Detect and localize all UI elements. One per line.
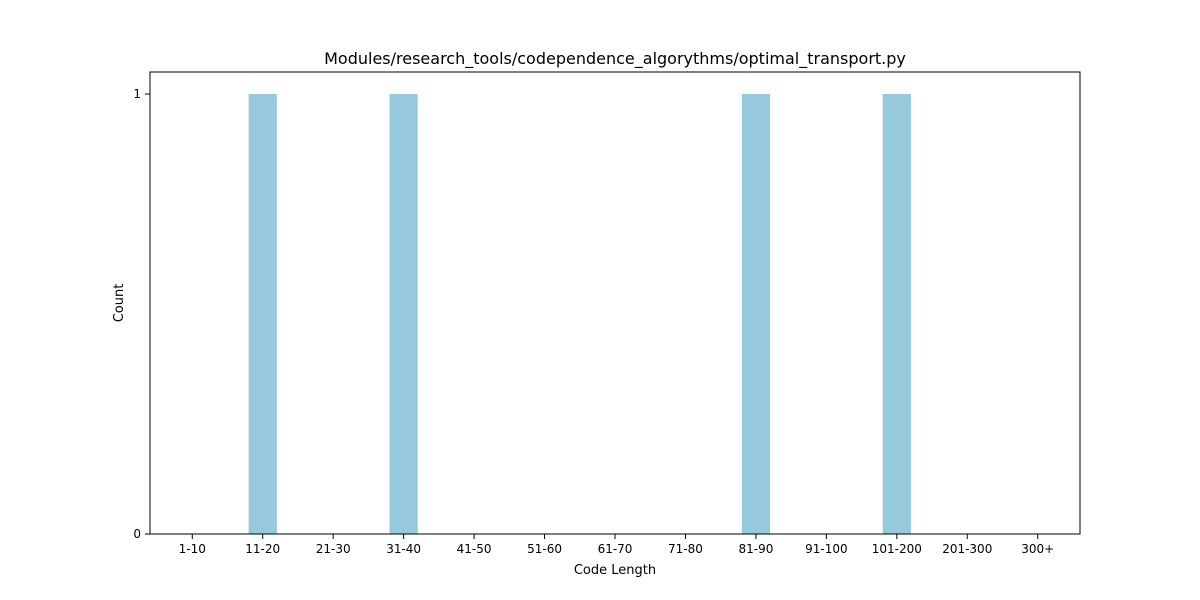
x-tick-label: 101-200 [872, 542, 922, 556]
y-tick-label: 0 [133, 527, 141, 541]
x-tick-label: 91-100 [805, 542, 848, 556]
chart-title: Modules/research_tools/codependence_algo… [324, 49, 906, 69]
bar-31-40 [389, 94, 418, 534]
bar-11-20 [248, 94, 277, 534]
x-tick-label: 81-90 [738, 542, 773, 556]
x-tick-label: 11-20 [245, 542, 280, 556]
x-tick-label: 61-70 [598, 542, 633, 556]
x-tick-label: 201-300 [942, 542, 992, 556]
x-tick-label: 300+ [1021, 542, 1054, 556]
x-tick-label: 71-80 [668, 542, 703, 556]
x-tick-label: 1-10 [179, 542, 206, 556]
y-axis-label: Count [112, 284, 127, 323]
x-axis-label: Code Length [574, 563, 656, 578]
x-tick-label: 31-40 [386, 542, 421, 556]
x-tick-label: 41-50 [457, 542, 492, 556]
bars-layer [248, 94, 911, 534]
x-tick-label: 51-60 [527, 542, 562, 556]
plot-frame [149, 71, 1081, 535]
x-tick-label: 21-30 [316, 542, 351, 556]
y-tick-label: 1 [133, 87, 141, 101]
ticks-layer: 1-10 11-20 21-30 31-40 41-50 51-60 61-70 71-80 8… [133, 87, 1054, 556]
bar-81-90 [741, 94, 770, 534]
bar-101-200 [882, 94, 911, 534]
